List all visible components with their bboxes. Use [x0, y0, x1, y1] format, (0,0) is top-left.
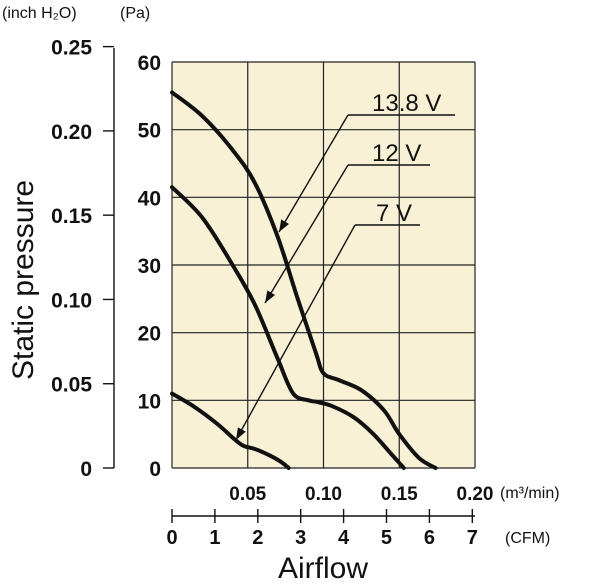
x-tick-label-0: 0.05 [229, 484, 266, 505]
y2-unit-label: (inch H₂O) [2, 5, 77, 22]
x2-axis-ticks [171, 509, 473, 523]
curves [170, 90, 438, 470]
y-tick-label-5: 50 [138, 120, 161, 143]
x2-tick-label-4: 4 [338, 527, 350, 549]
series-pointer-arrowhead-0 [279, 219, 289, 232]
y-unit-label: (Pa) [120, 5, 150, 22]
y-tick-label-1: 10 [138, 390, 161, 413]
y2-tick-label-5: 0.25 [51, 37, 92, 60]
x-tick-label-1: 0.10 [305, 484, 342, 505]
curve-series-2 [170, 391, 291, 470]
x2-tick-label-6: 6 [424, 527, 435, 549]
curve-series-1 [170, 185, 406, 470]
x2-tick-label-3: 3 [295, 527, 306, 549]
series-pointer-arrowhead-2 [236, 427, 246, 440]
grid-lines [171, 61, 476, 469]
y-tick-labels: 0 10 20 30 40 50 60 [138, 52, 161, 481]
x2-tick-label-7: 7 [467, 527, 478, 549]
x-tick-label-2: 0.15 [381, 484, 418, 505]
x2-tick-label-1: 1 [209, 527, 220, 549]
y2-tick-label-1: 0.05 [51, 374, 92, 397]
y2-axis-ticks [103, 45, 114, 469]
y-tick-label-0: 0 [149, 458, 161, 481]
series-label-2: 7 V [376, 200, 412, 227]
y2-tick-label-0: 0 [80, 458, 92, 481]
x-axis-title: Airflow [278, 552, 368, 585]
series-pointer-2 [235, 224, 356, 441]
y-axis-title: Static pressure [7, 180, 40, 380]
x2-tick-label-2: 2 [252, 527, 263, 549]
x2-tick-label-5: 5 [381, 527, 392, 549]
curve-series-0 [170, 90, 438, 470]
y-tick-label-6: 60 [138, 52, 161, 75]
y-tick-label-3: 30 [138, 255, 161, 278]
y2-tick-labels: 0 0.05 0.10 0.15 0.20 0.25 [51, 37, 92, 481]
series-pointer-0 [278, 114, 349, 233]
x2-unit-label: (CFM) [505, 530, 550, 547]
y-tick-label-4: 40 [138, 187, 161, 210]
series-label-1: 12 V [372, 140, 421, 167]
y2-tick-label-4: 0.20 [51, 121, 92, 144]
x-tick-labels: 0.05 0.10 0.15 0.20 [229, 484, 493, 505]
y2-tick-label-2: 0.10 [51, 289, 92, 312]
x2-tick-label-0: 0 [166, 527, 177, 549]
series-labels: 13.8 V 12 V 7 V [235, 90, 455, 441]
series-label-0: 13.8 V [372, 90, 441, 117]
series-pointer-arrowhead-1 [265, 290, 276, 303]
series-pointer-1 [264, 164, 349, 304]
x2-tick-labels: 0 1 2 3 4 5 6 7 [166, 527, 477, 549]
y2-tick-label-3: 0.15 [51, 205, 92, 228]
x-tick-label-3: 0.20 [457, 484, 494, 505]
x-unit-label: (m³/min) [500, 485, 560, 502]
y-tick-label-2: 20 [138, 323, 161, 346]
